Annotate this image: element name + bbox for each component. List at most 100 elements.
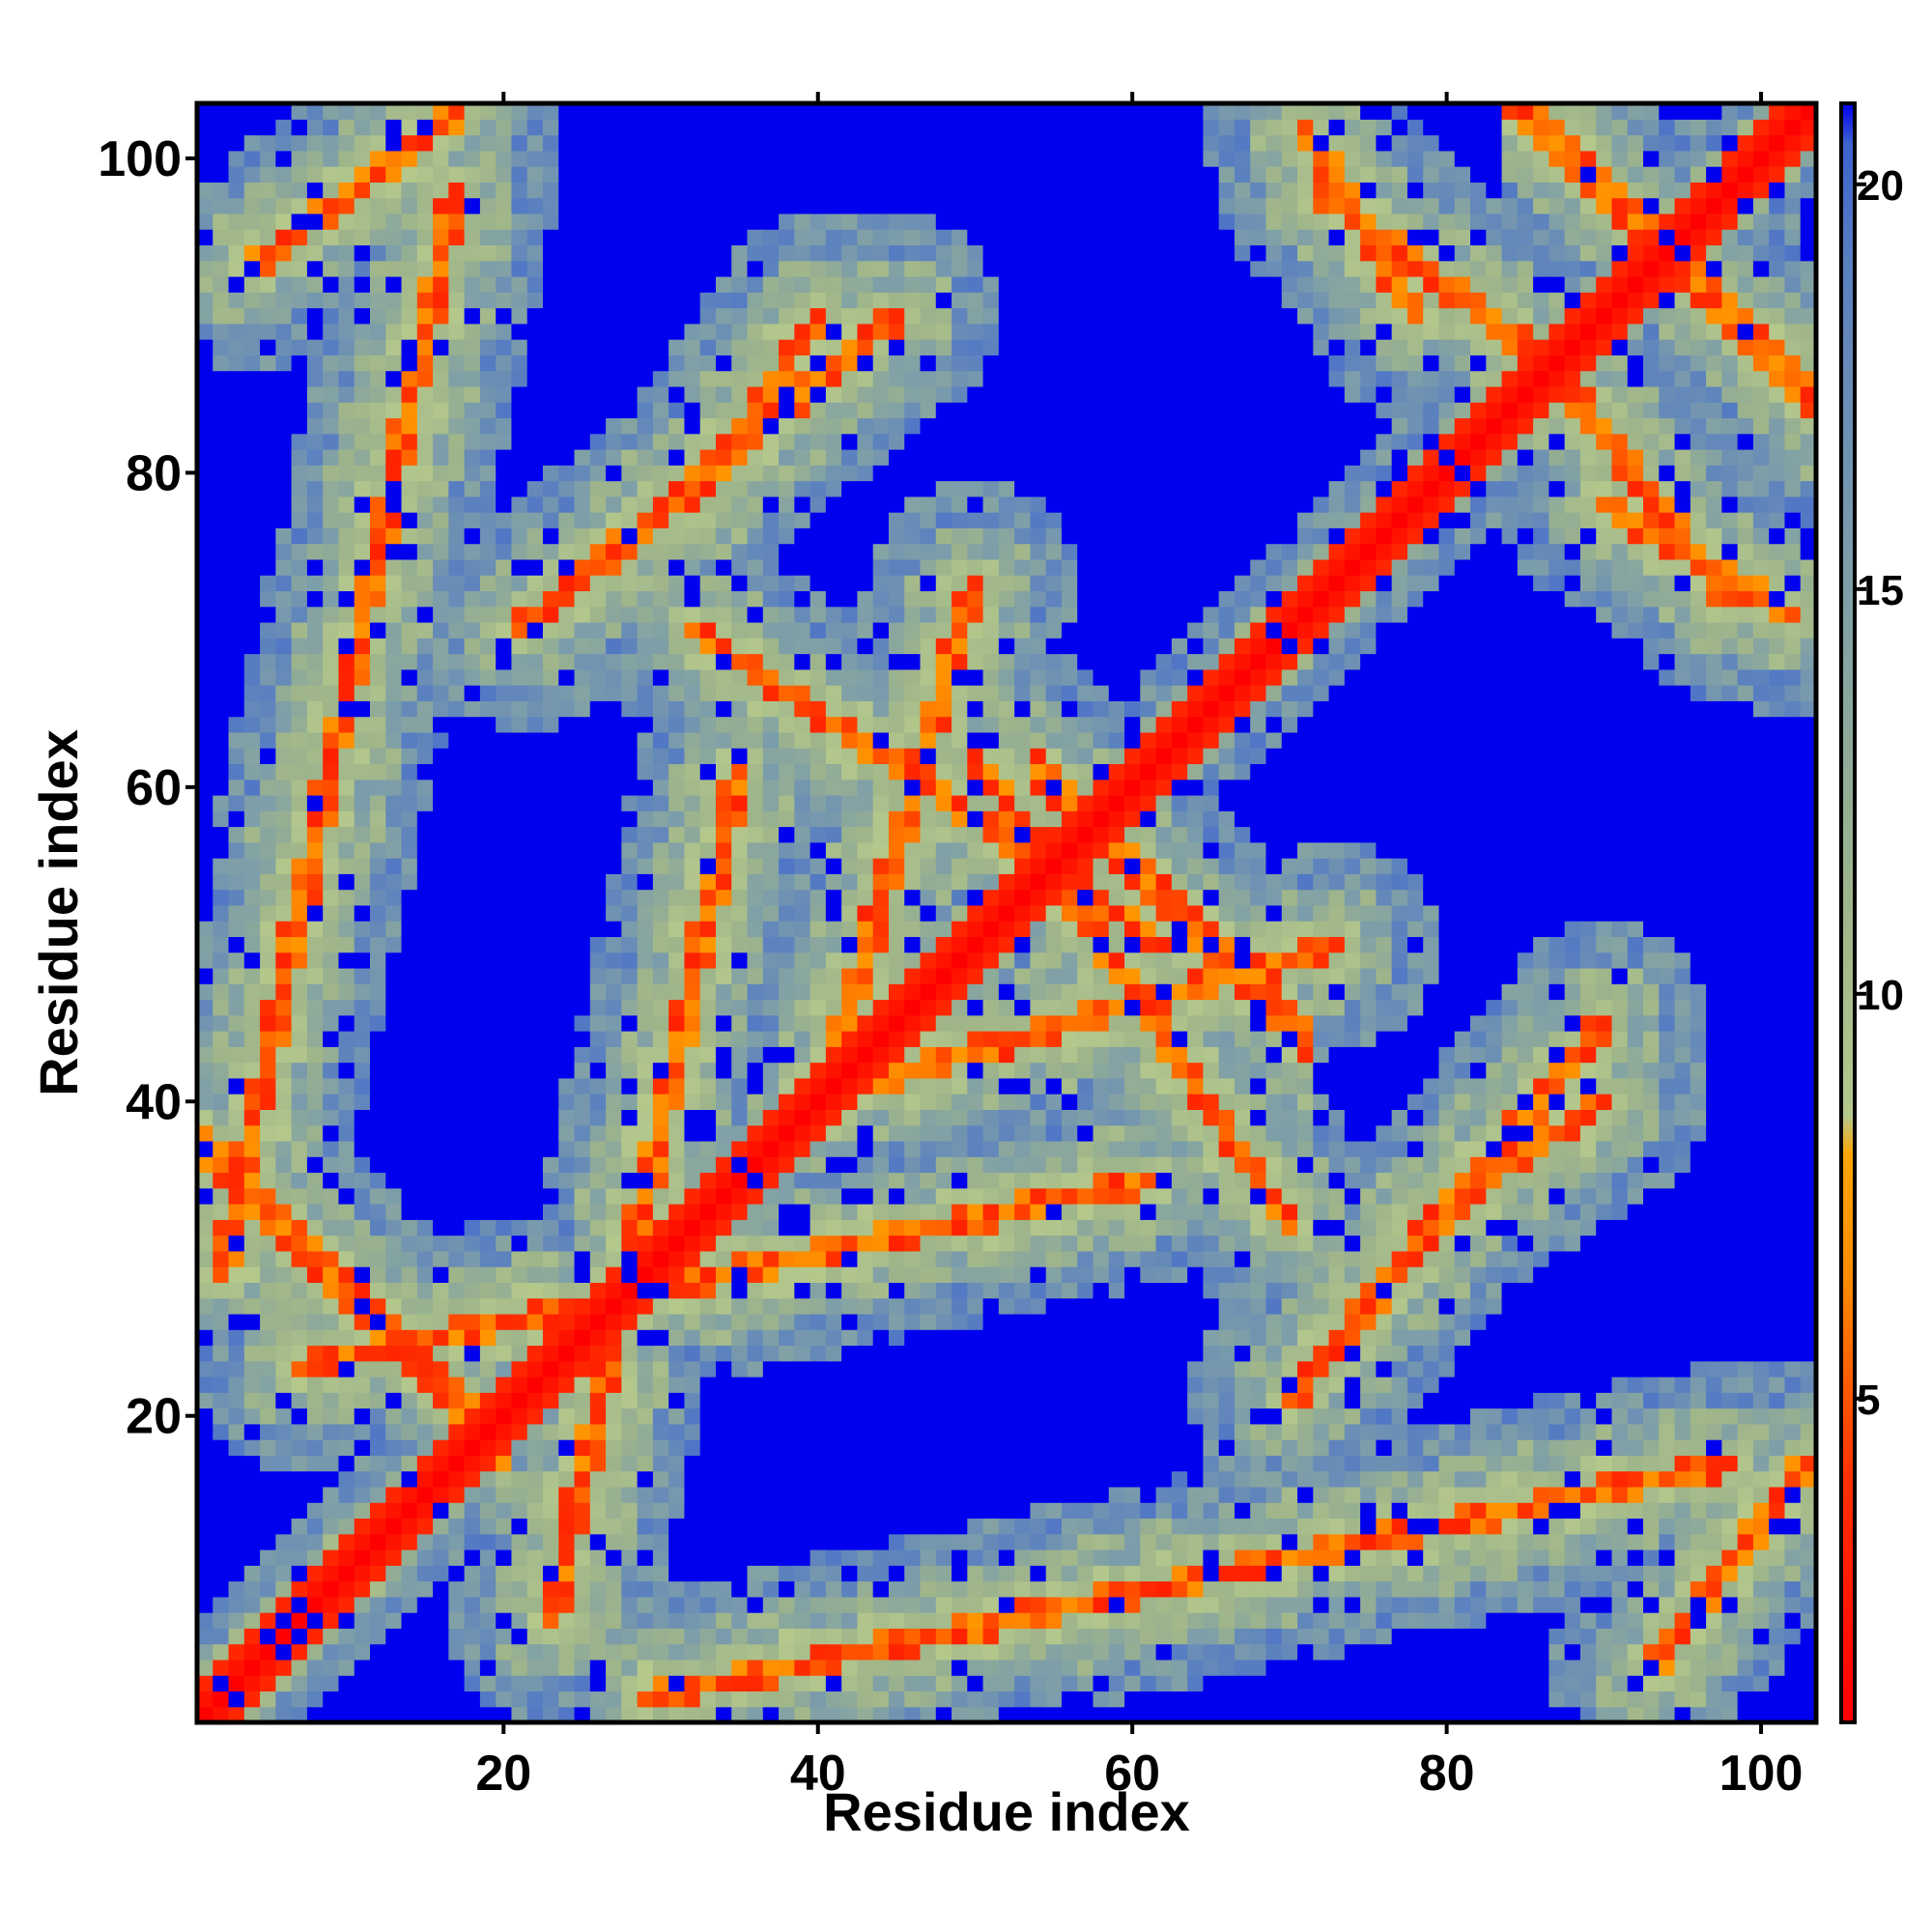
heatmap-cell: [542, 763, 559, 781]
heatmap-cell: [511, 229, 528, 246]
heatmap-cell: [574, 1124, 591, 1142]
heatmap-cell: [841, 1643, 859, 1661]
heatmap-cell: [794, 402, 811, 419]
heatmap-cell: [323, 496, 340, 513]
heatmap-cell: [385, 936, 403, 953]
heatmap-cell: [652, 1690, 669, 1708]
heatmap-cell: [213, 1345, 230, 1362]
heatmap-cell: [448, 229, 466, 246]
heatmap-cell: [574, 134, 591, 152]
heatmap-cell: [920, 748, 937, 765]
heatmap-cell: [448, 260, 466, 277]
heatmap-cell: [904, 1109, 922, 1126]
heatmap-cell: [747, 1423, 764, 1440]
heatmap-cell: [731, 1565, 749, 1582]
heatmap-cell: [825, 1392, 842, 1409]
heatmap-cell: [243, 1077, 261, 1094]
heatmap-cell: [416, 448, 434, 466]
heatmap-cell: [794, 1282, 811, 1299]
heatmap-cell: [558, 385, 576, 403]
heatmap-cell: [323, 810, 340, 828]
heatmap-cell: [401, 810, 418, 828]
heatmap-cell: [542, 936, 559, 953]
heatmap-cell: [637, 748, 654, 765]
heatmap-cell: [323, 182, 340, 199]
heatmap-cell: [779, 1156, 795, 1174]
heatmap-cell: [275, 527, 293, 545]
heatmap-cell: [213, 1690, 230, 1708]
heatmap-cell: [197, 558, 213, 576]
heatmap-cell: [747, 339, 764, 355]
heatmap-cell: [747, 1187, 764, 1205]
heatmap-cell: [526, 1313, 544, 1330]
heatmap-cell: [275, 197, 293, 214]
heatmap-cell: [354, 1156, 371, 1174]
heatmap-cell: [558, 1250, 576, 1267]
heatmap-cell: [479, 480, 497, 497]
heatmap-cell: [574, 229, 591, 246]
heatmap-cell: [747, 1219, 764, 1236]
heatmap-cell: [825, 1172, 842, 1189]
heatmap-cell: [920, 355, 937, 372]
heatmap-cell: [306, 1140, 324, 1157]
heatmap-cell: [338, 1046, 355, 1064]
heatmap-cell: [606, 606, 622, 623]
heatmap-cell: [872, 1377, 890, 1393]
heatmap-cell: [684, 260, 701, 277]
heatmap-cell: [385, 779, 403, 796]
heatmap-cell: [542, 952, 559, 969]
heatmap-cell: [385, 370, 403, 387]
heatmap-cell: [338, 1675, 355, 1692]
heatmap-cell: [416, 213, 434, 230]
heatmap-cell: [684, 1518, 701, 1535]
heatmap-cell: [952, 1533, 968, 1550]
heatmap-cell: [904, 575, 922, 592]
heatmap-cell: [526, 606, 544, 623]
heatmap-cell: [354, 1392, 371, 1409]
heatmap-cell: [699, 967, 717, 984]
heatmap-cell: [401, 385, 418, 403]
heatmap-cell: [306, 779, 324, 796]
heatmap-cell: [888, 575, 905, 592]
heatmap-cell: [558, 1282, 576, 1299]
heatmap-cell: [731, 685, 749, 701]
heatmap-cell: [416, 1549, 434, 1566]
heatmap-cell: [338, 952, 355, 969]
heatmap-cell: [401, 731, 418, 749]
heatmap-cell: [668, 292, 686, 309]
heatmap-cell: [306, 1219, 324, 1236]
heatmap-cell: [464, 150, 481, 167]
heatmap-cell: [228, 1675, 245, 1692]
heatmap-cell: [574, 921, 591, 938]
heatmap-cell: [857, 904, 874, 922]
heatmap-cell: [779, 260, 795, 277]
heatmap-cell: [228, 889, 245, 906]
heatmap-cell: [260, 543, 276, 560]
heatmap-cell: [526, 1377, 544, 1393]
heatmap-cell: [920, 983, 937, 1001]
heatmap-cell: [825, 1313, 842, 1330]
heatmap-cell: [401, 1360, 418, 1378]
heatmap-cell: [496, 748, 513, 765]
heatmap-cell: [464, 889, 481, 906]
heatmap-cell: [684, 480, 701, 497]
heatmap-cell: [496, 858, 513, 874]
heatmap-cell: [574, 826, 591, 843]
heatmap-cell: [542, 433, 559, 450]
heatmap-cell: [354, 889, 371, 906]
heatmap-cell: [526, 1345, 544, 1362]
heatmap-cell: [323, 355, 340, 372]
heatmap-cell: [952, 1439, 968, 1456]
heatmap-cell: [542, 621, 559, 639]
heatmap-cell: [857, 1360, 874, 1378]
heatmap-cell: [526, 921, 544, 938]
heatmap-cell: [448, 1235, 466, 1252]
heatmap-cell: [511, 999, 528, 1016]
heatmap-cell: [574, 197, 591, 214]
heatmap-cell: [731, 700, 749, 718]
heatmap-cell: [762, 1345, 780, 1362]
heatmap-cell: [810, 370, 827, 387]
heatmap-cell: [496, 983, 513, 1001]
heatmap-cell: [699, 779, 717, 796]
